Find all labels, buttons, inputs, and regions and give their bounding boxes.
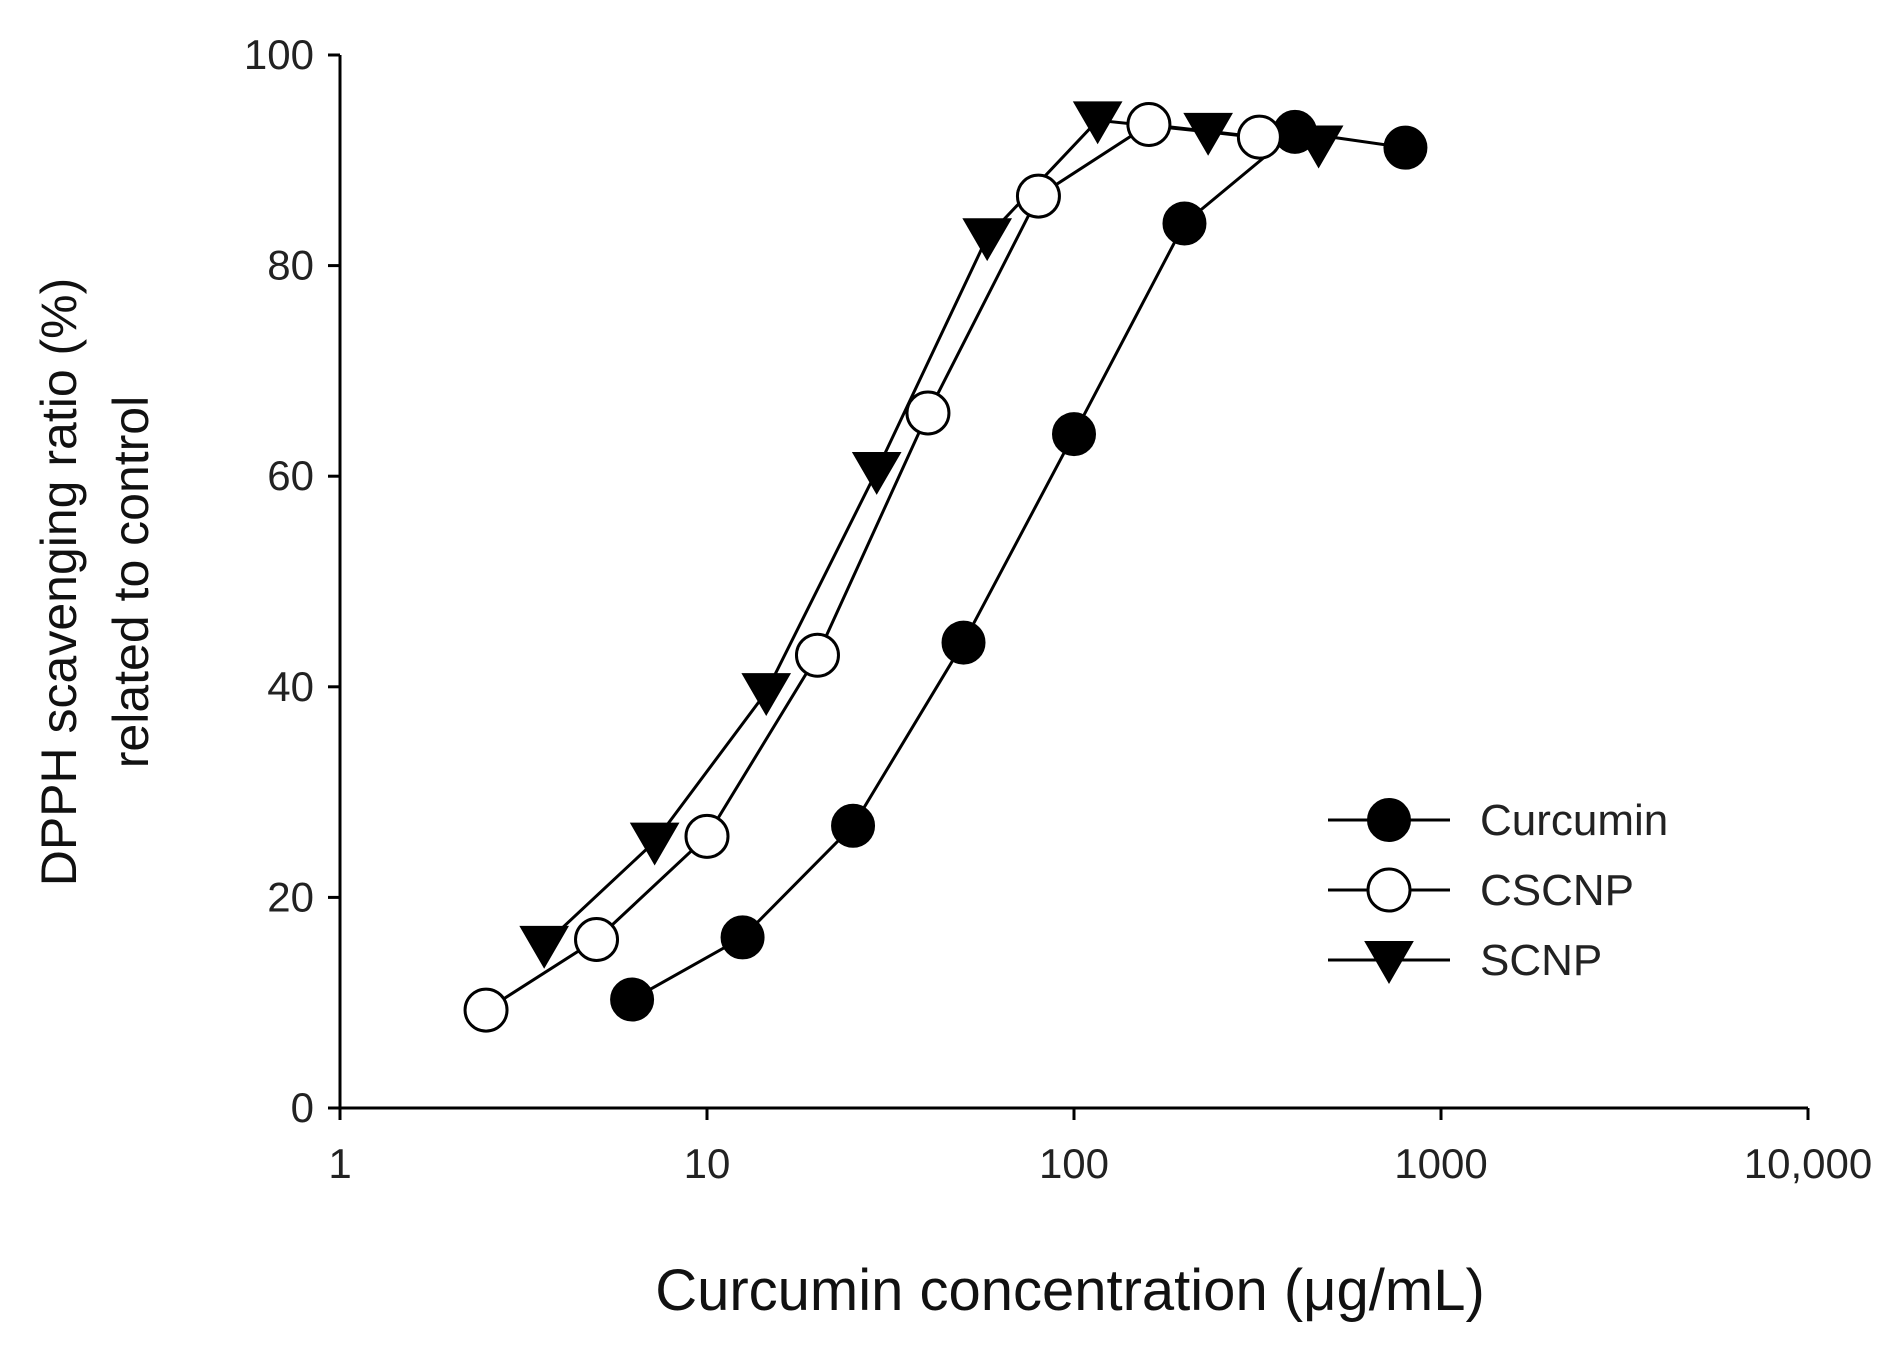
- y-ticks: 0 20 40 60 80 100: [244, 31, 340, 1131]
- curcumin-point: [1383, 125, 1428, 170]
- legend-label-scnp: SCNP: [1480, 936, 1602, 985]
- y-tick-label: 40: [267, 663, 314, 710]
- x-tick-label: 10,000: [1744, 1140, 1872, 1187]
- x-tick-label: 1: [328, 1140, 351, 1187]
- legend-label-curcumin: Curcumin: [1480, 796, 1668, 845]
- scnp-point: [741, 673, 792, 717]
- x-ticks: 1 10 100 1000 10,000: [328, 1108, 1872, 1187]
- cscnp-point: [1126, 101, 1172, 147]
- x-tick-label: 100: [1039, 1140, 1109, 1187]
- scnp-point: [519, 925, 569, 969]
- legend-marker-scnp: [1364, 941, 1414, 984]
- scnp-line: [543, 118, 1319, 946]
- scnp-point: [1072, 101, 1123, 145]
- cscnp-point: [794, 632, 840, 678]
- cscnp-point: [574, 917, 620, 963]
- series-lines: [485, 118, 1406, 1012]
- scnp-point: [851, 451, 902, 495]
- curcumin-line: [631, 130, 1406, 1001]
- y-axis-title-line2: related to control: [103, 396, 159, 768]
- y-axis-title-line1: DPPH scavenging ratio (%): [31, 278, 87, 887]
- x-axis-title: Curcumin concentration (μg/mL): [655, 1258, 1485, 1323]
- curcumin-point: [831, 803, 876, 848]
- curcumin-point: [610, 977, 655, 1022]
- x-tick-label: 1000: [1394, 1140, 1487, 1187]
- curcumin-point: [720, 915, 765, 960]
- curcumin-point: [941, 620, 986, 665]
- series-markers: [463, 101, 1428, 1033]
- cscnp-point: [905, 390, 951, 436]
- scnp-point: [1293, 125, 1344, 169]
- scnp-point: [1183, 112, 1233, 156]
- legend: Curcumin CSCNP SCNP: [1328, 796, 1668, 985]
- cscnp-point: [1236, 114, 1282, 160]
- cscnp-point: [684, 813, 730, 859]
- legend-marker-cscnp: [1366, 867, 1412, 913]
- legend-marker-curcumin: [1367, 798, 1411, 842]
- y-tick-label: 100: [244, 31, 314, 78]
- scnp-point: [962, 218, 1013, 262]
- cscnp-point: [1015, 173, 1061, 219]
- y-tick-label: 20: [267, 873, 314, 920]
- y-tick-label: 60: [267, 452, 314, 499]
- curcumin-point: [1052, 412, 1096, 457]
- x-tick-label: 10: [684, 1140, 731, 1187]
- cscnp-point: [463, 987, 509, 1033]
- scnp-point: [629, 822, 680, 866]
- cscnp-line: [485, 122, 1260, 1012]
- y-tick-label: 0: [291, 1084, 314, 1131]
- y-tick-label: 80: [267, 242, 314, 289]
- curcumin-point: [1162, 201, 1207, 246]
- legend-label-cscnp: CSCNP: [1480, 866, 1634, 915]
